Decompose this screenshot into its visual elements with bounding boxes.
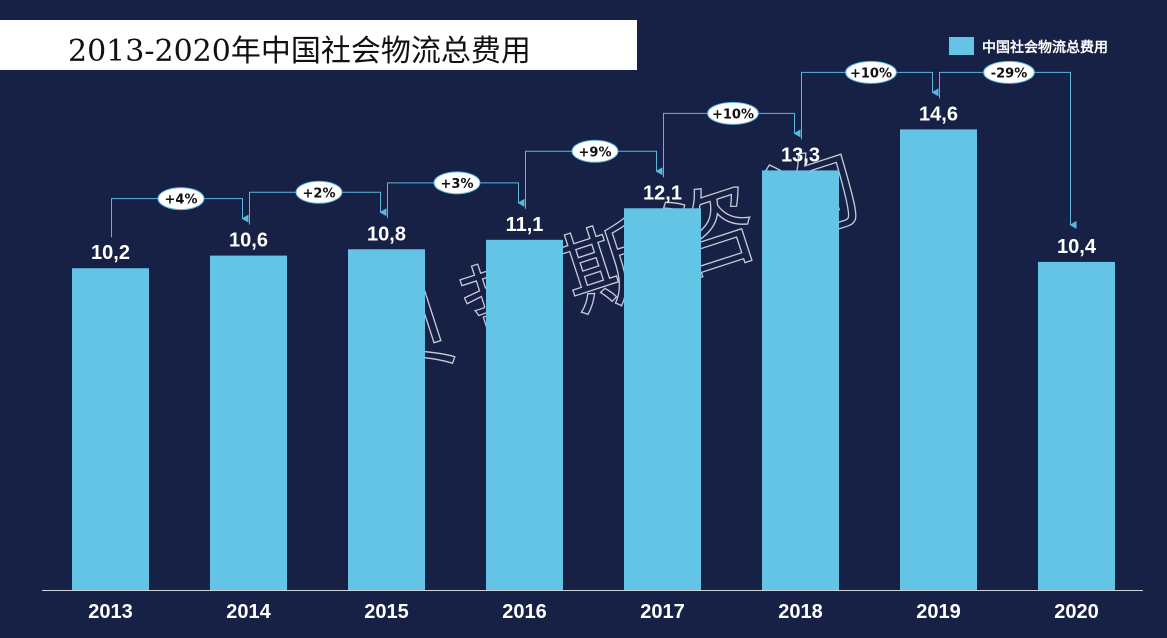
bars: 10,2 10,6 10,8 11,1 12,1 13,3 14,6 10,4 bbox=[72, 103, 1115, 591]
legend-label: 中国社会物流总费用 bbox=[982, 40, 1108, 56]
growth-label: +3% bbox=[441, 177, 474, 192]
value-label-2015: 10,8 bbox=[367, 223, 406, 245]
x-tick-label-2019: 2019 bbox=[916, 601, 961, 623]
x-tick-label-2013: 2013 bbox=[88, 601, 133, 623]
bar-2017 bbox=[624, 208, 701, 590]
growth-badge bbox=[295, 180, 343, 204]
x-tick-label-2018: 2018 bbox=[778, 601, 823, 623]
growth-label: -29% bbox=[991, 66, 1028, 81]
growth-annotations: +4% +2% +3% +9% +10% +10% -29% bbox=[111, 60, 1077, 238]
value-label-2016: 11,1 bbox=[506, 214, 544, 236]
x-tick-label-2016: 2016 bbox=[502, 601, 547, 623]
growth-badge bbox=[845, 60, 897, 84]
bar-2020 bbox=[1038, 261, 1115, 590]
growth-label: +10% bbox=[712, 107, 754, 122]
growth-badge bbox=[983, 60, 1035, 84]
growth-label: +4% bbox=[165, 193, 198, 208]
bar-2013 bbox=[72, 268, 149, 590]
x-axis-ticks: 2013 2014 2015 2016 2017 2018 2019 2020 bbox=[88, 601, 1099, 623]
growth-label: +2% bbox=[303, 186, 336, 201]
bar-2015 bbox=[348, 249, 425, 591]
x-tick-label-2014: 2014 bbox=[226, 601, 271, 623]
title-box: 2013-2020年中国社会物流总费用 bbox=[0, 20, 637, 70]
bar-2019 bbox=[900, 129, 977, 590]
value-label-2013: 10,2 bbox=[91, 242, 130, 264]
value-label-2014: 10,6 bbox=[229, 230, 268, 252]
growth-badge bbox=[157, 187, 205, 211]
bar-2014 bbox=[210, 255, 287, 590]
growth-badge bbox=[707, 101, 759, 125]
bar-2018 bbox=[762, 170, 839, 591]
bar-2016 bbox=[486, 239, 563, 590]
growth-badge bbox=[433, 171, 481, 195]
x-tick-label-2015: 2015 bbox=[364, 601, 409, 623]
value-label-2017: 12,1 bbox=[643, 182, 682, 204]
x-tick-label-2020: 2020 bbox=[1054, 601, 1099, 623]
value-label-2020: 10,4 bbox=[1057, 236, 1097, 258]
value-label-2018: 13,3 bbox=[781, 144, 820, 166]
value-label-2019: 14,6 bbox=[919, 103, 958, 125]
x-tick-label-2017: 2017 bbox=[640, 601, 685, 623]
growth-label: +9% bbox=[579, 145, 612, 160]
legend-swatch bbox=[949, 37, 974, 55]
growth-label: +10% bbox=[850, 66, 892, 81]
growth-badge bbox=[571, 139, 619, 163]
chart-title: 2013-2020年中国社会物流总费用 bbox=[68, 34, 531, 69]
